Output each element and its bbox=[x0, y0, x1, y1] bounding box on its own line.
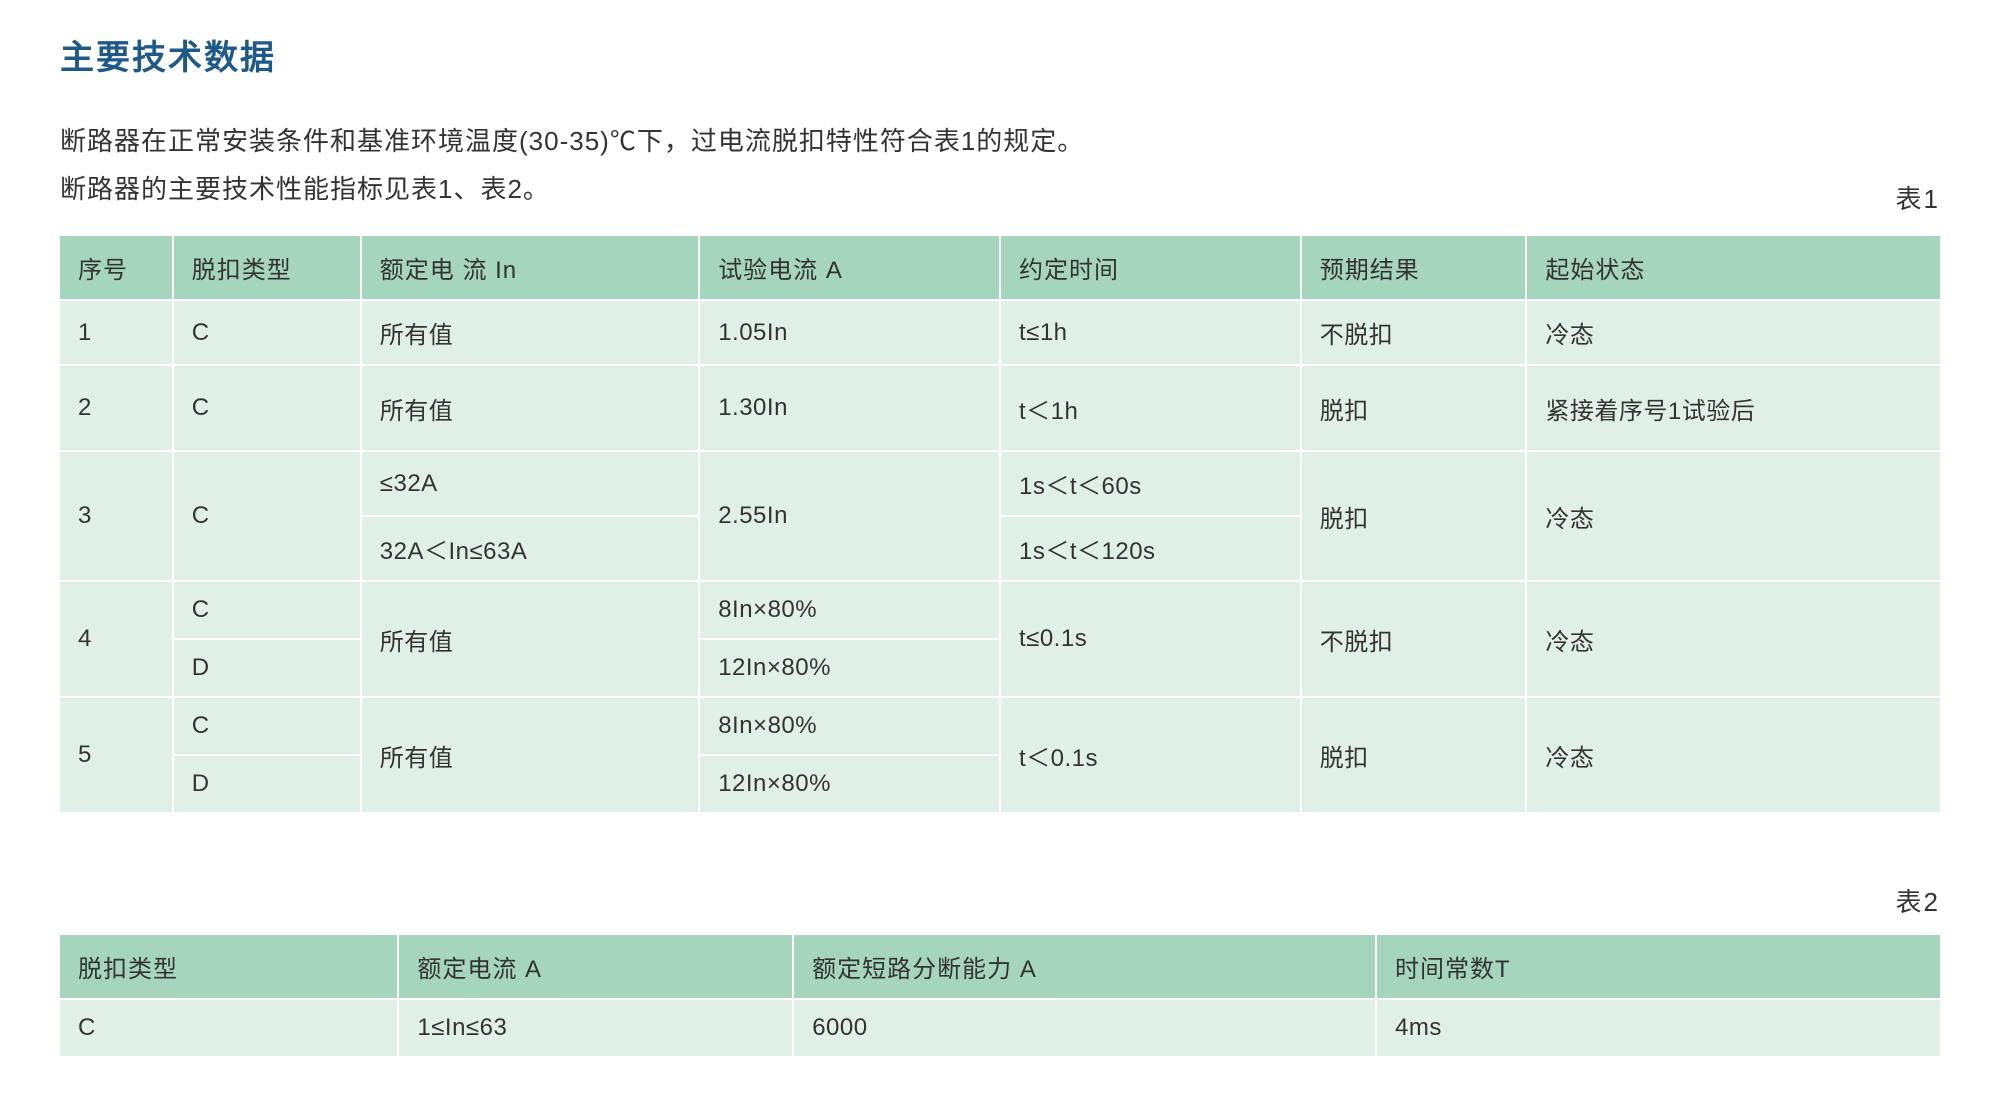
document-page: 主要技术数据 断路器在正常安装条件和基准环境温度(30-35)℃下，过电流脱扣特… bbox=[0, 0, 2000, 1096]
cell: t＜0.1s bbox=[1000, 697, 1301, 812]
th2-rated: 额定电流 A bbox=[398, 935, 793, 999]
cell: 紧接着序号1试验后 bbox=[1526, 365, 1940, 451]
cell: 4 bbox=[60, 581, 173, 697]
cell: 2 bbox=[60, 365, 173, 451]
cell: 不脱扣 bbox=[1301, 581, 1527, 697]
cell: 1≤In≤63 bbox=[398, 999, 793, 1056]
th2-icu: 额定短路分断能力 A bbox=[793, 935, 1376, 999]
table-row: 1 C 所有值 1.05In t≤1h 不脱扣 冷态 bbox=[60, 300, 1940, 365]
cell: 12In×80% bbox=[699, 639, 1000, 697]
cell: 8In×80% bbox=[699, 581, 1000, 639]
cell: 所有值 bbox=[361, 300, 699, 365]
cell: t＜1h bbox=[1000, 365, 1301, 451]
intro-line-1: 断路器在正常安装条件和基准环境温度(30-35)℃下，过电流脱扣特性符合表1的规… bbox=[60, 119, 1940, 163]
cell: 所有值 bbox=[361, 581, 699, 697]
th-test: 试验电流 A bbox=[699, 236, 1000, 300]
table-row: 5 C 所有值 8In×80% t＜0.1s 脱扣 冷态 bbox=[60, 697, 1940, 755]
cell: C bbox=[173, 300, 361, 365]
cell: 所有值 bbox=[361, 365, 699, 451]
th2-tconst: 时间常数T bbox=[1376, 935, 1940, 999]
cell: 所有值 bbox=[361, 697, 699, 812]
cell: 冷态 bbox=[1526, 451, 1940, 581]
cell: C bbox=[173, 451, 361, 581]
cell: 2.55In bbox=[699, 451, 1000, 581]
table2-label: 表2 bbox=[1896, 882, 1940, 919]
cell: 1.30In bbox=[699, 365, 1000, 451]
th-type: 脱扣类型 bbox=[173, 236, 361, 300]
table-row: C 1≤In≤63 6000 4ms bbox=[60, 999, 1940, 1056]
cell: 脱扣 bbox=[1301, 365, 1527, 451]
th-no: 序号 bbox=[60, 236, 173, 300]
cell: 1.05In bbox=[699, 300, 1000, 365]
cell: 脱扣 bbox=[1301, 451, 1527, 581]
cell: 32A＜In≤63A bbox=[361, 516, 699, 581]
table-1: 序号 脱扣类型 额定电 流 In 试验电流 A 约定时间 预期结果 起始状态 1… bbox=[60, 236, 1940, 812]
cell: 8In×80% bbox=[699, 697, 1000, 755]
cell: 6000 bbox=[793, 999, 1376, 1056]
cell: 1s＜t＜120s bbox=[1000, 516, 1301, 581]
cell: D bbox=[173, 639, 361, 697]
cell: t≤0.1s bbox=[1000, 581, 1301, 697]
table1-header-row: 序号 脱扣类型 额定电 流 In 试验电流 A 约定时间 预期结果 起始状态 bbox=[60, 236, 1940, 300]
cell: 脱扣 bbox=[1301, 697, 1527, 812]
table1-label: 表1 bbox=[1896, 179, 1940, 216]
th2-type: 脱扣类型 bbox=[60, 935, 398, 999]
cell: 1s＜t＜60s bbox=[1000, 451, 1301, 516]
table-2: 脱扣类型 额定电流 A 额定短路分断能力 A 时间常数T C 1≤In≤63 6… bbox=[60, 935, 1940, 1056]
table-row: 2 C 所有值 1.30In t＜1h 脱扣 紧接着序号1试验后 bbox=[60, 365, 1940, 451]
cell: ≤32A bbox=[361, 451, 699, 516]
cell: 1 bbox=[60, 300, 173, 365]
table2-block: 表2 脱扣类型 额定电流 A 额定短路分断能力 A 时间常数T C bbox=[60, 882, 1940, 1056]
table-row: 4 C 所有值 8In×80% t≤0.1s 不脱扣 冷态 bbox=[60, 581, 1940, 639]
cell: C bbox=[173, 697, 361, 755]
cell: C bbox=[60, 999, 398, 1056]
th-rated: 额定电 流 In bbox=[361, 236, 699, 300]
cell: 冷态 bbox=[1526, 300, 1940, 365]
cell: 3 bbox=[60, 451, 173, 581]
th-state: 起始状态 bbox=[1526, 236, 1940, 300]
cell: 冷态 bbox=[1526, 581, 1940, 697]
cell: 4ms bbox=[1376, 999, 1940, 1056]
cell: t≤1h bbox=[1000, 300, 1301, 365]
th-time: 约定时间 bbox=[1000, 236, 1301, 300]
cell: 5 bbox=[60, 697, 173, 812]
cell: C bbox=[173, 365, 361, 451]
table-row: 3 C ≤32A 2.55In 1s＜t＜60s 脱扣 冷态 bbox=[60, 451, 1940, 516]
cell: C bbox=[173, 581, 361, 639]
cell: 冷态 bbox=[1526, 697, 1940, 812]
table2-header-row: 脱扣类型 额定电流 A 额定短路分断能力 A 时间常数T bbox=[60, 935, 1940, 999]
cell: 不脱扣 bbox=[1301, 300, 1527, 365]
cell: 12In×80% bbox=[699, 755, 1000, 812]
cell: D bbox=[173, 755, 361, 812]
page-title: 主要技术数据 bbox=[60, 30, 1940, 79]
th-result: 预期结果 bbox=[1301, 236, 1527, 300]
